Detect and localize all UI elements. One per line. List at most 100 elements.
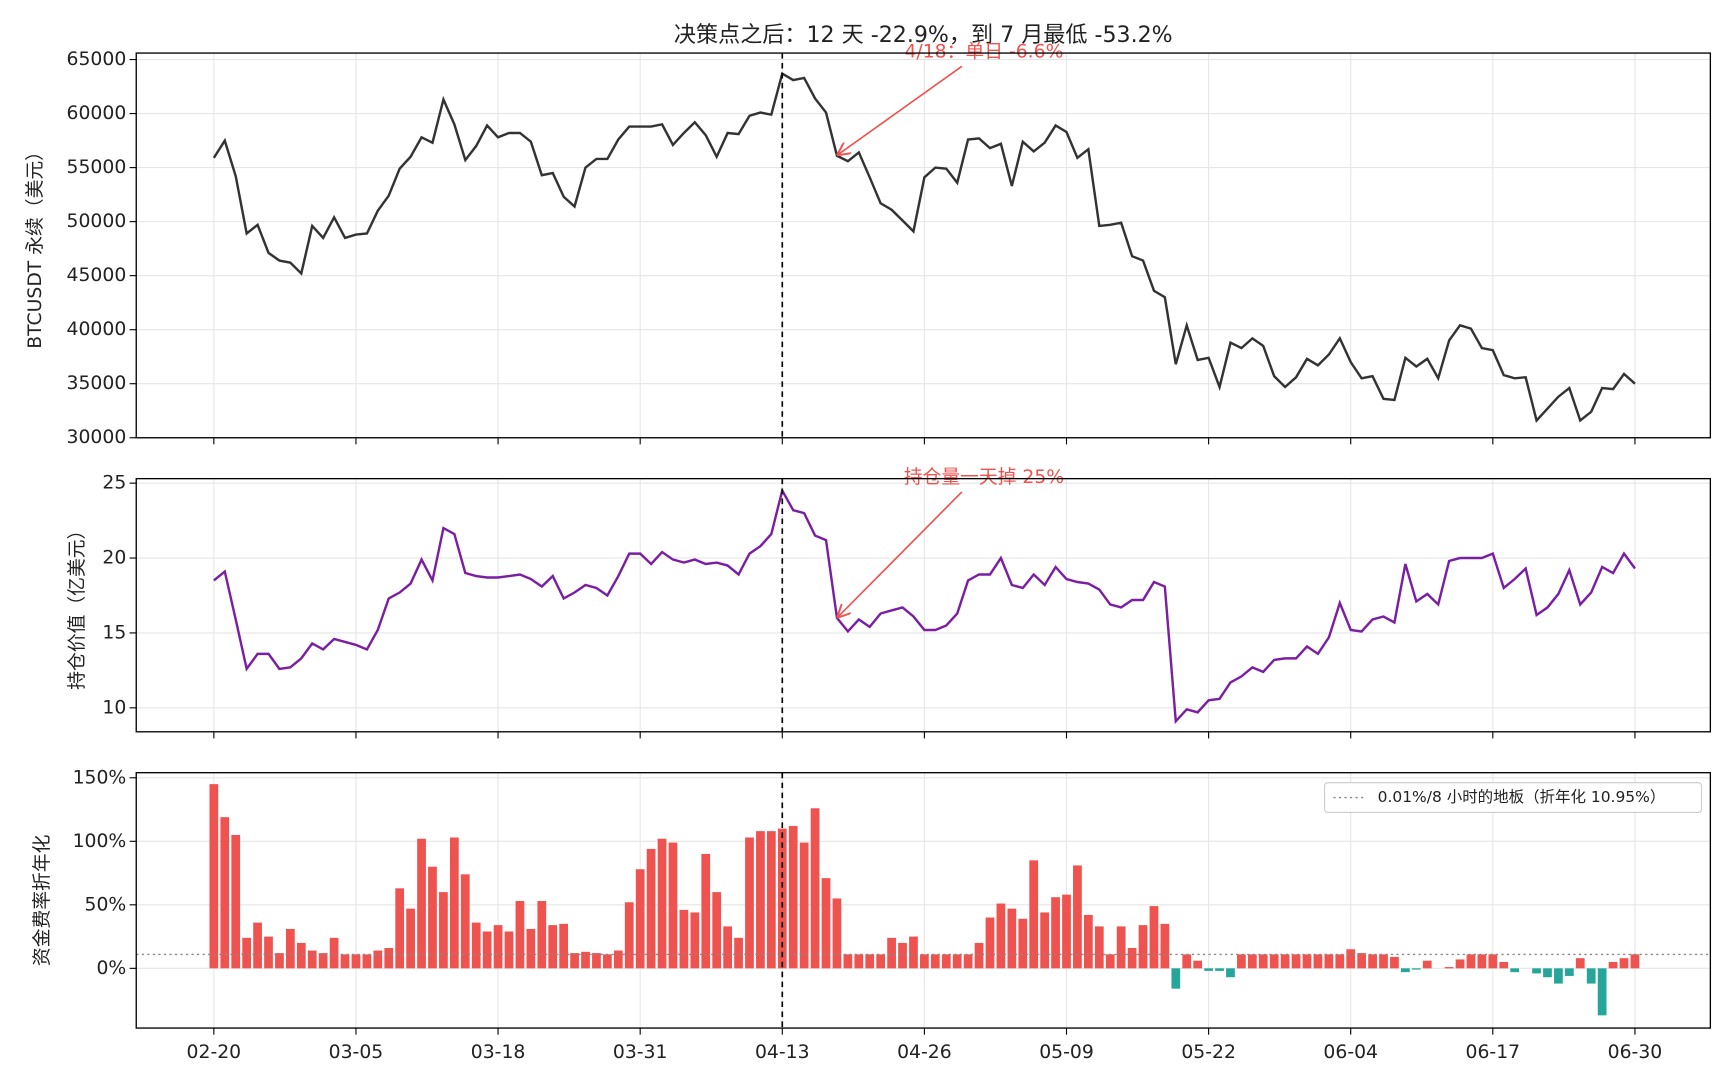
line-series — [212, 71, 1636, 423]
bar — [1258, 954, 1268, 969]
bar — [898, 942, 907, 969]
annotation-arrow — [838, 491, 963, 617]
annotation: 持仓量一天掉 25% — [904, 466, 1064, 488]
bar — [1597, 968, 1607, 1016]
bar — [548, 925, 558, 969]
bar — [1237, 954, 1246, 969]
bar — [1499, 961, 1509, 969]
bar — [1401, 968, 1410, 973]
bar — [624, 902, 634, 969]
bar — [832, 898, 842, 969]
bar — [1280, 954, 1290, 969]
bar — [963, 954, 973, 969]
bar — [1335, 954, 1345, 969]
bar — [1062, 894, 1071, 969]
bar — [285, 928, 295, 969]
bar — [679, 909, 689, 969]
bar — [1105, 954, 1115, 969]
bar — [1346, 949, 1356, 969]
chart-title: 决策点之后：12 天 -22.9%，到 7 月最低 -53.2% — [674, 22, 1173, 48]
x-tick-label: 05-22 — [1181, 1042, 1236, 1063]
bar — [1116, 926, 1126, 969]
bar — [799, 842, 809, 969]
bar — [1554, 968, 1563, 984]
bar — [1040, 912, 1050, 969]
y-tick-label: 45000 — [67, 265, 127, 286]
bar — [756, 831, 765, 969]
y-tick-label: 30000 — [67, 427, 127, 448]
bar — [1575, 958, 1585, 969]
bar — [460, 874, 470, 969]
bar — [1226, 968, 1235, 978]
bar — [220, 817, 230, 969]
bar — [1094, 926, 1104, 969]
x-tick-label: 03-18 — [471, 1042, 526, 1063]
bar — [209, 784, 219, 969]
bar — [1543, 968, 1552, 978]
bar — [581, 951, 590, 969]
bar — [920, 954, 929, 969]
y-axis-label: 持仓价值（亿美元） — [66, 521, 88, 690]
bar — [1171, 968, 1181, 989]
bar — [406, 908, 415, 969]
bar — [1477, 954, 1487, 969]
bar — [1138, 925, 1148, 969]
bar — [1466, 954, 1476, 969]
bar — [1368, 954, 1377, 969]
bar — [1564, 968, 1574, 976]
bar — [1455, 959, 1465, 969]
bar — [941, 954, 951, 969]
bar — [909, 936, 918, 969]
bar — [734, 937, 743, 969]
y-tick-label: 35000 — [67, 373, 127, 394]
bar — [1083, 914, 1093, 969]
bar — [1313, 954, 1323, 969]
legend-box — [1324, 782, 1703, 814]
bar — [1422, 960, 1432, 969]
bar — [766, 831, 776, 969]
bar — [428, 866, 437, 969]
y-tick-label: 40000 — [67, 319, 127, 340]
y-tick-label: 25 — [102, 473, 126, 494]
bar — [854, 954, 864, 969]
y-tick-label: 15 — [102, 622, 126, 643]
bar — [482, 931, 492, 969]
bar — [974, 942, 984, 969]
bar — [1051, 897, 1060, 969]
bar — [351, 954, 361, 969]
bar — [1510, 968, 1520, 973]
bar — [592, 953, 601, 969]
bar — [1532, 968, 1541, 974]
bar — [493, 925, 503, 969]
bar — [1444, 967, 1454, 969]
x-tick-label: 06-30 — [1608, 1042, 1663, 1063]
bar — [504, 931, 514, 969]
bar — [1269, 954, 1279, 969]
y-tick-label: 55000 — [67, 157, 127, 178]
bar — [952, 954, 962, 969]
bar — [865, 954, 875, 969]
y-axis-label: 资金费率折年化 — [31, 834, 53, 966]
bar — [985, 917, 995, 969]
bar — [1379, 954, 1388, 969]
bar — [1630, 954, 1640, 969]
plot-frame — [135, 52, 1712, 439]
bar — [777, 828, 787, 969]
bar — [439, 892, 448, 969]
bar — [788, 826, 798, 969]
bar — [887, 937, 896, 969]
bar — [1302, 954, 1312, 969]
annotation: 4/18：单日 -6.6% — [904, 40, 1063, 62]
bar — [242, 937, 252, 969]
bar — [843, 954, 853, 969]
bar — [395, 888, 405, 969]
bar — [996, 903, 1006, 969]
legend-label: 0.01%/8 小时的地板（折年化 10.95%） — [1378, 788, 1666, 806]
x-tick-label: 06-17 — [1466, 1042, 1521, 1063]
plot-frame — [135, 772, 1712, 1029]
line-series — [213, 487, 1636, 725]
bar — [930, 954, 940, 969]
bar — [1007, 908, 1017, 969]
bar — [1182, 954, 1192, 969]
